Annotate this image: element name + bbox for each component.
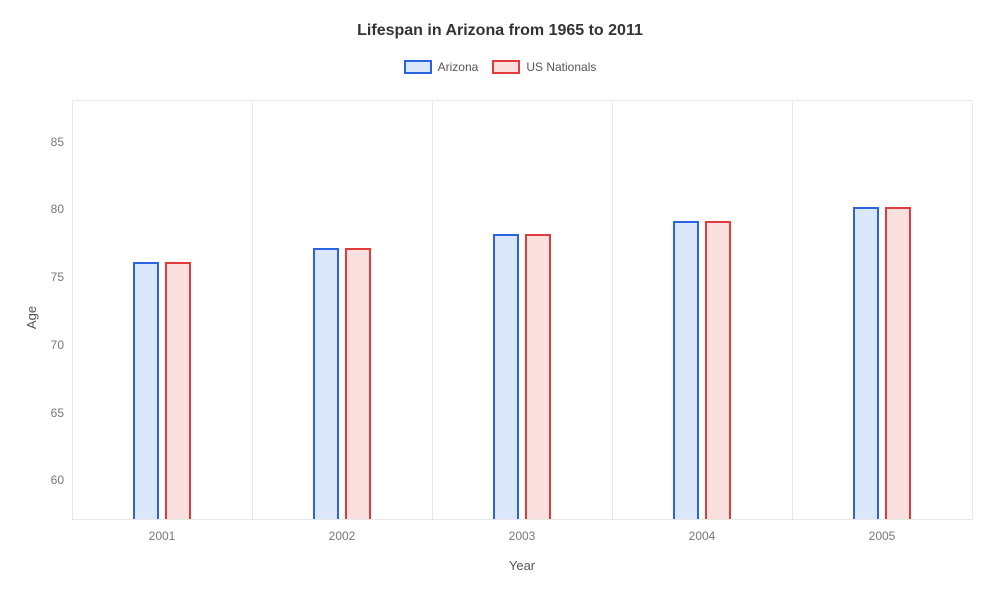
x-tick-label: 2005 [869,519,896,543]
bar [165,262,191,519]
y-axis-label: Age [24,306,39,329]
bar [853,207,879,519]
x-axis-label: Year [72,558,972,573]
gridline [792,101,793,519]
bar [705,221,731,519]
x-tick-label: 2001 [149,519,176,543]
bar [313,248,339,519]
gridline [612,101,613,519]
gridline [432,101,433,519]
bar [885,207,911,519]
bar [133,262,159,519]
bar [525,234,551,519]
legend-item: US Nationals [492,60,596,74]
gridline [972,101,973,519]
x-tick-label: 2002 [329,519,356,543]
chart-legend: Arizona US Nationals [0,60,1000,74]
lifespan-chart: Lifespan in Arizona from 1965 to 2011 Ar… [0,0,1000,600]
bar [345,248,371,519]
gridline [72,101,73,519]
legend-item: Arizona [404,60,479,74]
legend-swatch [404,60,432,74]
y-tick-label: 85 [51,135,72,149]
legend-swatch [492,60,520,74]
bar [673,221,699,519]
gridline [252,101,253,519]
x-tick-label: 2004 [689,519,716,543]
plot-area: 60657075808520012002200320042005 [72,100,972,520]
legend-label: US Nationals [526,60,596,74]
y-tick-label: 75 [51,270,72,284]
y-tick-label: 60 [51,473,72,487]
y-tick-label: 70 [51,338,72,352]
x-tick-label: 2003 [509,519,536,543]
bar [493,234,519,519]
legend-label: Arizona [438,60,479,74]
chart-title: Lifespan in Arizona from 1965 to 2011 [0,22,1000,40]
y-tick-label: 80 [51,202,72,216]
y-tick-label: 65 [51,406,72,420]
